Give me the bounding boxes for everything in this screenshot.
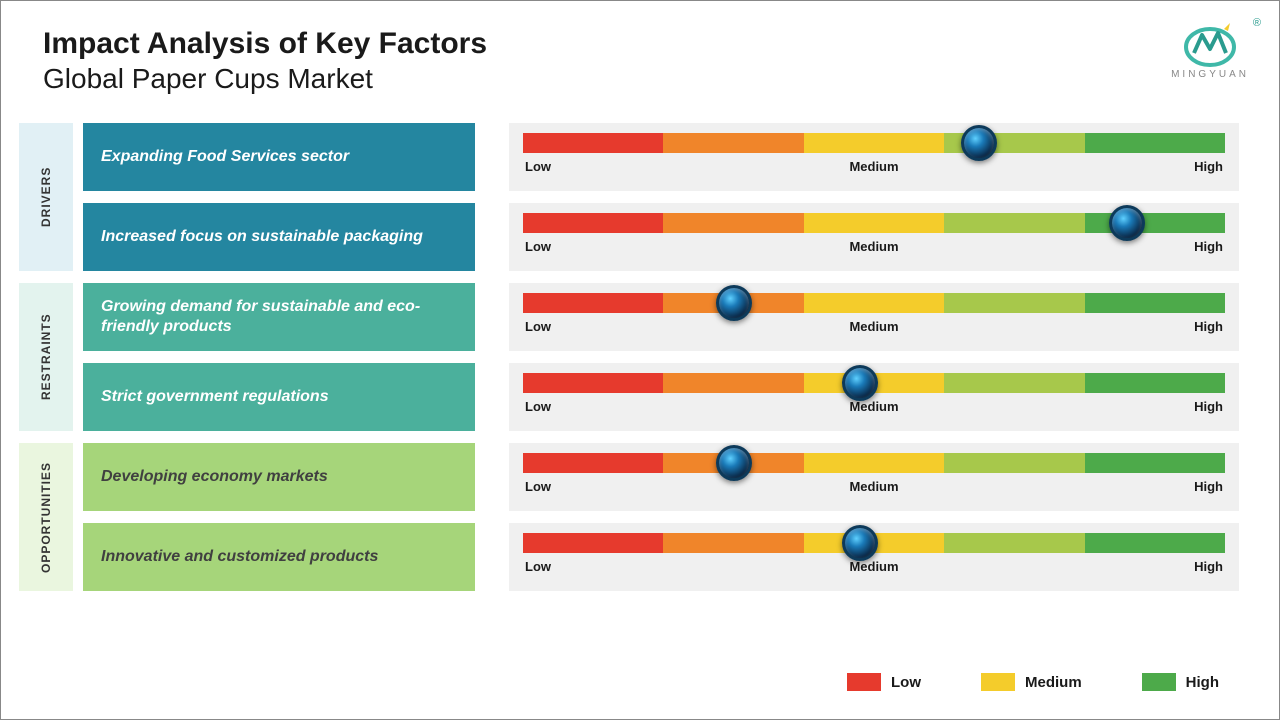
category-label: DRIVERS (19, 123, 73, 271)
factor-box: Strict government regulations (83, 363, 475, 431)
label-high: High (1194, 559, 1223, 574)
slider-segment (944, 453, 1084, 473)
slider-labels: Low Medium High (523, 319, 1225, 334)
slider-segment (663, 373, 803, 393)
slider-segment (1085, 133, 1225, 153)
page-subtitle: Global Paper Cups Market (43, 63, 1239, 95)
slider-segment (1085, 293, 1225, 313)
label-low: Low (525, 239, 551, 254)
slider-segment (944, 533, 1084, 553)
slider-segment (804, 453, 944, 473)
legend-label: Low (891, 674, 921, 691)
slider-track (523, 453, 1225, 473)
sliders-column: LowMediumHighLowMediumHighLowMediumHighL… (509, 123, 1239, 603)
factor-boxes-column: Expanding Food Services sector Increased … (83, 123, 475, 603)
label-high: High (1194, 319, 1223, 334)
impact-slider: Low Medium High (509, 363, 1239, 431)
factor-box: Increased focus on sustainable packaging (83, 203, 475, 271)
slider-knob[interactable] (961, 125, 997, 161)
slider-segment (523, 293, 663, 313)
slider-knob[interactable] (842, 525, 878, 561)
label-high: High (1194, 399, 1223, 414)
slider-labels: Low Medium High (523, 399, 1225, 414)
label-medium: Medium (849, 559, 898, 574)
slider-segment (523, 533, 663, 553)
label-low: Low (525, 559, 551, 574)
impact-slider: Low Medium High (509, 203, 1239, 271)
legend-item: Low (847, 673, 921, 691)
slider-track (523, 293, 1225, 313)
label-medium: Medium (849, 479, 898, 494)
slider-segment (1085, 533, 1225, 553)
slider-segment (804, 213, 944, 233)
label-medium: Medium (849, 319, 898, 334)
trademark-symbol: ® (1253, 17, 1261, 29)
label-medium: Medium (849, 159, 898, 174)
label-low: Low (525, 399, 551, 414)
slider-knob[interactable] (716, 285, 752, 321)
legend-swatch (847, 673, 881, 691)
slider-segment (663, 533, 803, 553)
category-label: RESTRAINTS (19, 283, 73, 431)
category-label: OPPORTUNITIES (19, 443, 73, 591)
factor-box: Growing demand for sustainable and eco-f… (83, 283, 475, 351)
legend-swatch (1142, 673, 1176, 691)
slider-knob[interactable] (842, 365, 878, 401)
label-high: High (1194, 479, 1223, 494)
legend-label: High (1186, 674, 1219, 691)
slider-labels: Low Medium High (523, 479, 1225, 494)
slider-labels: Low Medium High (523, 239, 1225, 254)
page-title: Impact Analysis of Key Factors (43, 27, 1239, 61)
slider-segment (944, 213, 1084, 233)
slider-segment (944, 373, 1084, 393)
slider-segment (804, 133, 944, 153)
slider-segment (523, 133, 663, 153)
brand-logo: MINGYUAN (1171, 21, 1249, 80)
impact-slider: Low Medium High (509, 523, 1239, 591)
impact-slider: Low Medium High (509, 123, 1239, 191)
slider-segment (804, 293, 944, 313)
label-medium: Medium (849, 239, 898, 254)
label-high: High (1194, 239, 1223, 254)
category-labels-column: DRIVERS RESTRAINTS OPPORTUNITIES (19, 123, 73, 603)
slider-segment (663, 133, 803, 153)
slider-segment (523, 213, 663, 233)
slider-segment (944, 293, 1084, 313)
factor-box: Developing economy markets (83, 443, 475, 511)
slider-knob[interactable] (1109, 205, 1145, 241)
slider-segment (523, 373, 663, 393)
impact-slider: Low Medium High (509, 283, 1239, 351)
slider-labels: Low Medium High (523, 159, 1225, 174)
slider-segment (523, 453, 663, 473)
content-grid: DRIVERS RESTRAINTS OPPORTUNITIES Expanding… (1, 105, 1279, 603)
logo-icon (1180, 21, 1240, 67)
header: Impact Analysis of Key Factors Global Pa… (1, 1, 1279, 105)
slider-track (523, 133, 1225, 153)
slider-knob[interactable] (716, 445, 752, 481)
slider-segment (663, 213, 803, 233)
factor-box: Innovative and customized products (83, 523, 475, 591)
slider-segment (1085, 453, 1225, 473)
label-low: Low (525, 159, 551, 174)
legend-item: Medium (981, 673, 1082, 691)
label-low: Low (525, 479, 551, 494)
label-high: High (1194, 159, 1223, 174)
factor-box: Expanding Food Services sector (83, 123, 475, 191)
slider-segment (1085, 373, 1225, 393)
brand-name: MINGYUAN (1171, 69, 1249, 80)
legend-label: Medium (1025, 674, 1082, 691)
slider-segment (1085, 213, 1225, 233)
label-low: Low (525, 319, 551, 334)
slider-labels: Low Medium High (523, 559, 1225, 574)
legend-swatch (981, 673, 1015, 691)
legend: Low Medium High (847, 673, 1219, 691)
legend-item: High (1142, 673, 1219, 691)
impact-slider: Low Medium High (509, 443, 1239, 511)
label-medium: Medium (849, 399, 898, 414)
